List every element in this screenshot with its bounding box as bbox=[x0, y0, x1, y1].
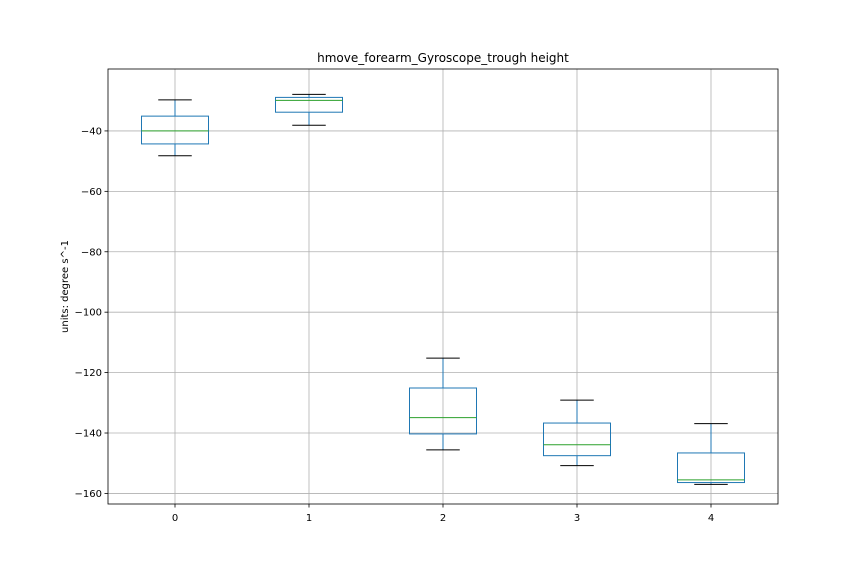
y-axis-label: units: degree s^-1 bbox=[60, 240, 71, 333]
x-axis-ticks: 0 1 2 3 4 bbox=[172, 504, 714, 524]
iqr-box bbox=[409, 387, 477, 435]
x-tick-label: 4 bbox=[708, 513, 714, 524]
box-2 bbox=[409, 357, 477, 451]
x-tick-label: 0 bbox=[172, 513, 178, 524]
y-tick-label: −140 bbox=[75, 429, 102, 440]
y-tick-label: −160 bbox=[75, 489, 102, 500]
box-plot-series bbox=[141, 93, 745, 485]
y-tick-label: −60 bbox=[81, 187, 102, 198]
iqr-box bbox=[677, 452, 745, 484]
iqr-box bbox=[275, 96, 343, 113]
box-3 bbox=[543, 399, 611, 467]
y-tick-label: −120 bbox=[75, 368, 102, 379]
y-tick-label: −80 bbox=[81, 247, 102, 258]
y-tick-label: −100 bbox=[75, 308, 102, 319]
iqr-box bbox=[141, 115, 209, 145]
y-axis-ticks: −40 −60 −80 −100 −120 −140 −160 bbox=[75, 126, 108, 500]
y-gridlines bbox=[108, 130, 778, 494]
box-1 bbox=[275, 93, 343, 126]
y-tick-label: −40 bbox=[81, 126, 102, 137]
box-0 bbox=[141, 99, 209, 157]
x-tick-label: 3 bbox=[574, 513, 580, 524]
x-tick-label: 2 bbox=[440, 513, 446, 524]
x-gridlines bbox=[174, 69, 712, 504]
iqr-box bbox=[543, 422, 611, 457]
chart-title: hmove_forearm_Gyroscope_trough height bbox=[317, 51, 569, 65]
x-tick-label: 1 bbox=[306, 513, 312, 524]
box-4 bbox=[677, 423, 745, 485]
